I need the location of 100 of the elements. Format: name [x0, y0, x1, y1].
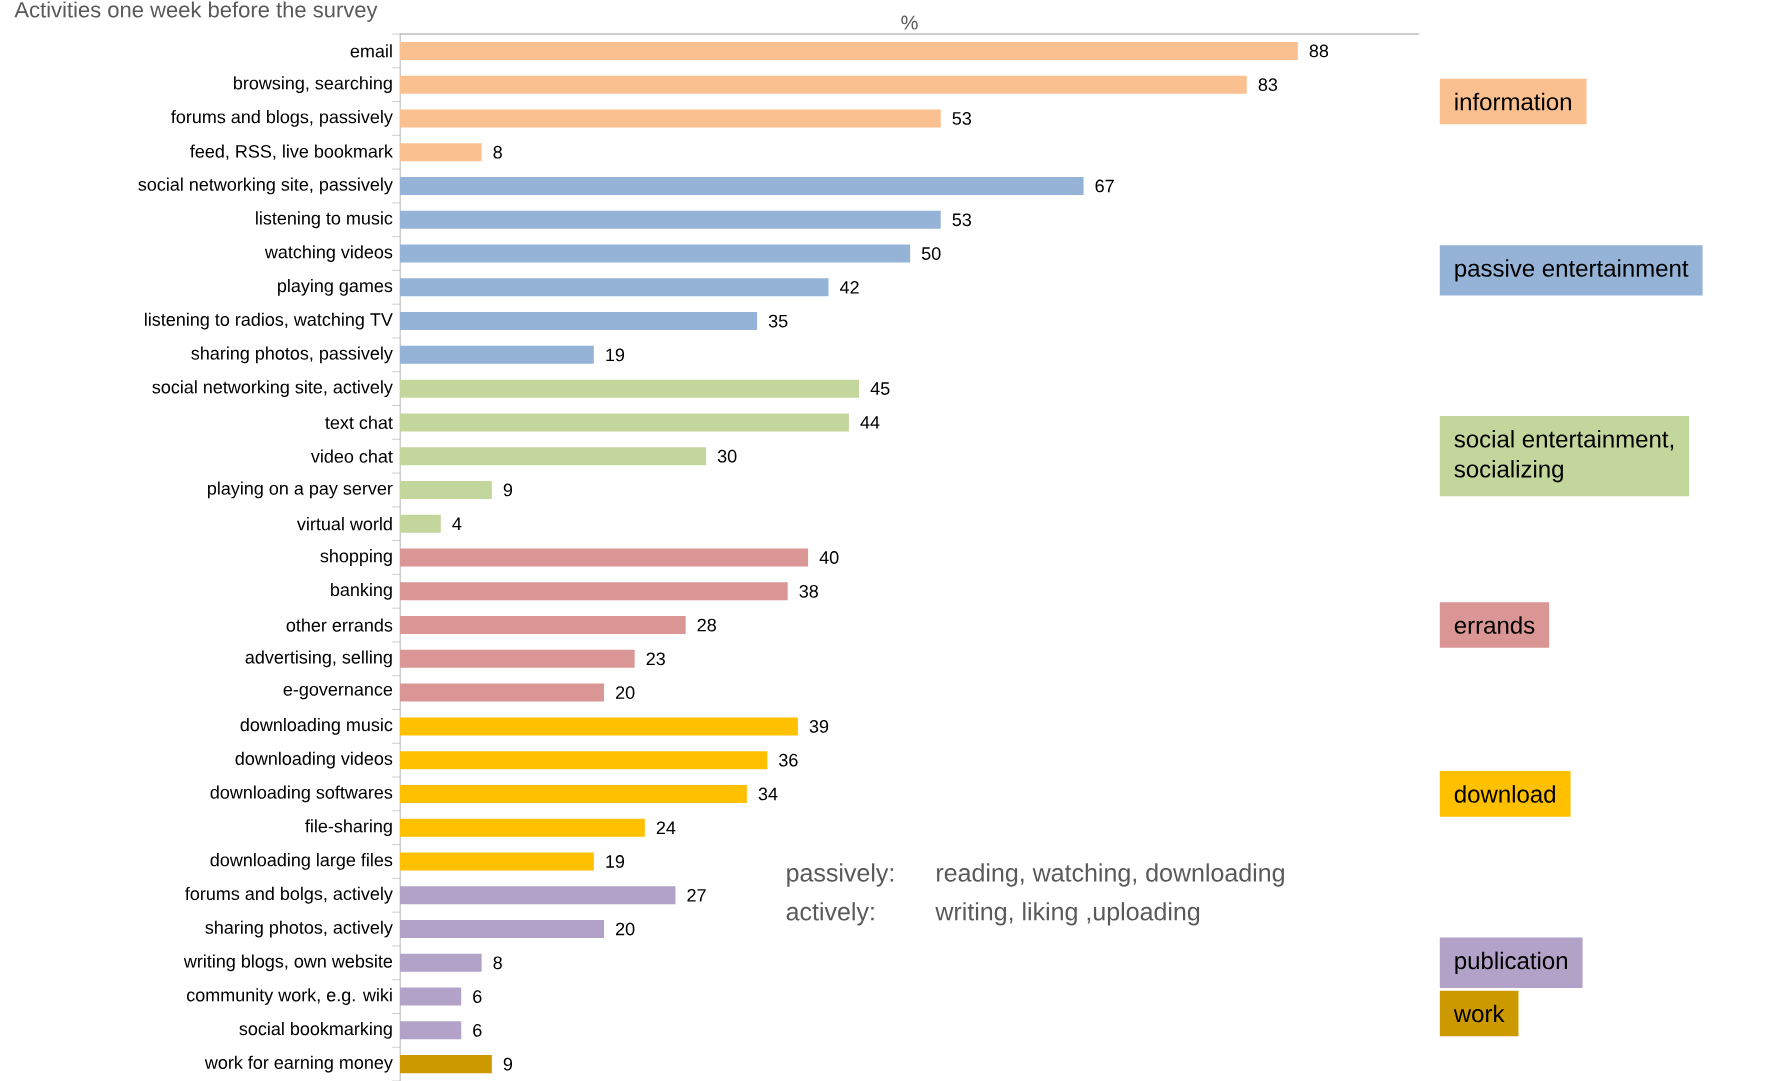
y-tick-label: forums and bolgs, actively	[185, 886, 393, 904]
data-label: 45	[870, 382, 890, 395]
y-tick-label: browsing, searching	[234, 76, 392, 94]
y-tick-label: text chat	[325, 415, 393, 430]
bar	[400, 1021, 462, 1040]
data-label: 6	[473, 1023, 482, 1037]
data-label: 24	[656, 821, 676, 834]
text: information	[1455, 92, 1571, 111]
y-tick-label: e-governance	[283, 685, 393, 700]
data-label: 6	[473, 990, 482, 1003]
data-label: 8	[493, 145, 502, 159]
y-tick-label: file-sharing	[305, 819, 392, 837]
data-label: 28	[697, 618, 716, 632]
data-label: 40	[819, 551, 839, 564]
data-label: 19	[606, 348, 625, 362]
text: download	[1454, 785, 1555, 803]
data-label: 36	[779, 753, 798, 767]
y-tick-label: social bookmarking	[239, 1021, 392, 1039]
y-tick-label: downloading softwares	[210, 785, 393, 803]
y-tick-label: sharing photos, passively	[191, 346, 393, 364]
bar	[400, 480, 492, 499]
y-tick-label: other errands	[286, 618, 393, 632]
data-label: 50	[921, 247, 941, 260]
annotation: passively:	[787, 863, 894, 887]
data-label: 8	[493, 956, 502, 970]
y-tick-label: downloading large files	[210, 853, 393, 870]
bar	[400, 447, 707, 466]
y-tick-label: listening to radios, watching TV	[145, 312, 393, 330]
bar	[400, 413, 849, 432]
data-label: 83	[1258, 78, 1278, 92]
text: publication	[1455, 951, 1567, 974]
bar	[400, 717, 798, 736]
bar	[400, 886, 676, 905]
y-tick-label: banking	[331, 582, 392, 600]
bar	[400, 75, 1247, 94]
bar	[400, 616, 686, 635]
annotation: writing, liking ,uploading	[935, 902, 1200, 926]
bar	[400, 109, 941, 128]
bar	[400, 1055, 492, 1074]
data-label: 19	[606, 855, 625, 868]
data-label: 9	[503, 483, 513, 497]
y-tick-label: feed, RSS, live bookmark	[190, 144, 393, 160]
data-label: 4	[452, 517, 462, 530]
bar	[400, 143, 482, 162]
x-axis-title: %	[901, 15, 918, 30]
y-tick-label: downloading music	[240, 717, 393, 735]
y-tick-label: work for earning money	[204, 1055, 393, 1073]
annotation: reading, watching, downloading	[937, 863, 1284, 887]
y-tick-label: social networking site, passively	[138, 177, 393, 195]
data-label: 53	[952, 213, 972, 227]
y-tick-label: downloading videos	[235, 751, 393, 769]
data-label: 9	[503, 1057, 513, 1071]
bar	[400, 920, 605, 939]
data-label: 20	[616, 686, 635, 699]
y-tick-label: advertising, selling	[245, 650, 392, 668]
data-label: 44	[860, 416, 880, 429]
bar	[400, 582, 788, 601]
data-label: 34	[758, 787, 778, 801]
bar	[400, 210, 941, 229]
text: work	[1453, 1004, 1505, 1023]
y-tick-label: sharing photos, actively	[205, 920, 393, 938]
text: Activities one week before the survey	[14, 1, 378, 22]
bar	[400, 987, 462, 1006]
bar	[400, 312, 758, 331]
y-tick-label: writing blogs, own website	[183, 954, 393, 972]
y-tick-label: forums and blogs, passively	[171, 110, 393, 127]
data-label: 42	[839, 281, 859, 294]
bar	[400, 852, 594, 871]
bar	[400, 548, 809, 567]
y-tick-label: video chat	[310, 449, 393, 463]
data-label: 27	[687, 888, 706, 902]
annotation: actively:	[786, 902, 874, 926]
data-label: 30	[717, 449, 737, 463]
y-tick-label: playing on a pay server	[207, 481, 393, 499]
y-tick-label: playing games	[278, 278, 393, 296]
y-tick-label: shopping	[320, 549, 392, 566]
y-tick-label: watching videos	[264, 245, 393, 262]
bar	[400, 176, 1084, 195]
data-label: 39	[809, 720, 829, 733]
data-label: 35	[768, 314, 788, 328]
bar	[400, 953, 482, 972]
text: social entertainment, socializing	[1454, 430, 1674, 483]
data-label: 23	[646, 652, 665, 666]
data-label: 88	[1309, 44, 1329, 58]
y-tick-label: listening to music	[256, 211, 393, 229]
data-label: 38	[799, 584, 818, 598]
bar	[400, 244, 911, 263]
bar	[400, 784, 747, 803]
bar	[400, 41, 1298, 60]
bar	[400, 649, 635, 668]
bar	[400, 751, 768, 770]
bar	[400, 683, 605, 702]
bar	[400, 514, 441, 533]
y-tick-label: social networking site, actively	[152, 380, 393, 398]
data-label: 20	[616, 922, 635, 936]
bar	[400, 379, 860, 398]
y-tick-label: virtual world	[296, 517, 392, 531]
bar	[400, 345, 594, 364]
text: errands	[1454, 616, 1535, 634]
text: passive entertainment	[1455, 259, 1689, 282]
